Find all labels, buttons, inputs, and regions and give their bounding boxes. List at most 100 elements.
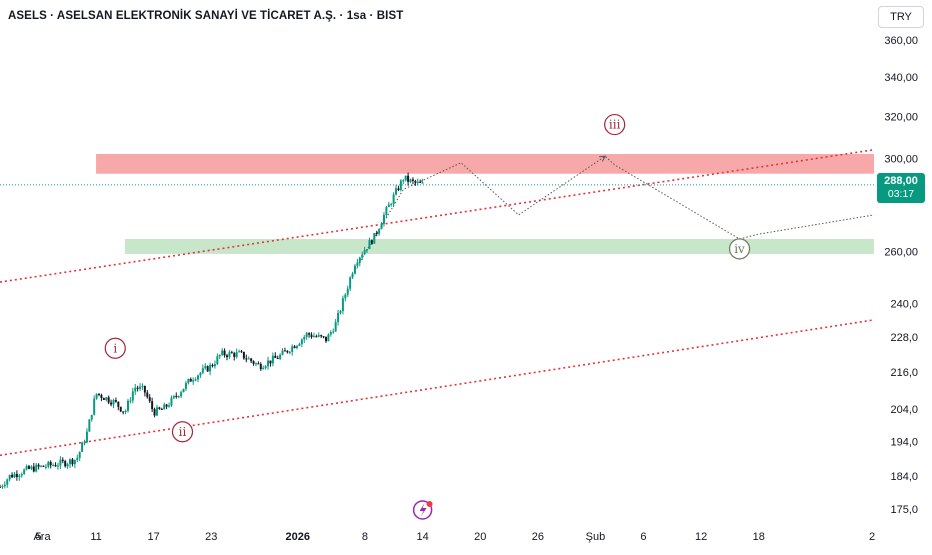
wave-label-iii: iii [609,118,621,132]
candle [421,178,424,184]
candle [216,353,219,366]
candle [6,478,9,488]
candle [49,460,52,469]
candle [334,318,337,332]
candle [85,428,88,444]
projection-arrowhead [599,155,606,162]
candle [25,464,28,471]
wave-label-circle-iii [604,113,626,136]
y-tick-label: 320,00 [884,111,918,123]
candle [378,228,381,236]
candle [373,232,376,244]
candle [64,459,67,468]
candle [165,403,168,410]
x-tick-label: 20 [474,531,486,543]
candle [242,351,245,360]
candle [110,399,113,407]
candle [390,202,393,207]
candle [151,397,154,412]
y-tick-label: 260,00 [884,246,918,258]
candle [209,362,212,376]
candle [180,390,183,399]
candle [322,335,325,339]
candle [27,464,30,470]
candle [23,468,26,475]
candle [254,362,257,367]
x-tick-label: 14 [416,531,428,543]
x-tick-label: 11 [90,531,101,543]
y-tick-label: 240,0 [890,298,918,310]
bar-countdown: 03:17 [887,188,915,200]
channel-line-upper [0,148,875,283]
candle [411,177,414,185]
currency-selector[interactable]: TRY [878,6,924,28]
candle [177,395,180,399]
candle [351,271,354,279]
candle [259,362,262,371]
candle [93,395,96,416]
candle [366,248,369,254]
candle [312,332,315,338]
candle [40,465,43,468]
wave-label-ii: ii [179,425,187,439]
candle [407,172,410,186]
candle [175,392,178,399]
candle [197,374,200,383]
wave-label-circle-ii [171,421,194,443]
candle [192,377,195,385]
candle [47,460,50,469]
candle [163,402,166,410]
candle [155,404,158,417]
candle [274,352,277,359]
candle [134,383,137,395]
lightning-icon [419,503,427,517]
candle [341,295,344,315]
candle [69,458,72,469]
candle [37,463,40,470]
candle [385,205,388,219]
candle [20,472,23,478]
wave-label-iv: iv [734,242,745,256]
candle [124,409,127,415]
candle [15,470,18,481]
wave-label-circle-iv [728,238,751,260]
candle [283,347,286,352]
candle [146,390,149,399]
candle [199,371,202,378]
candle [262,365,265,370]
candle [233,351,236,361]
candle [117,401,120,411]
candle [416,178,419,186]
y-tick-label: 175,0 [890,504,918,516]
candle [404,175,407,182]
x-tick-label: 5 [35,531,41,543]
candle [353,263,356,275]
candle [349,276,352,292]
candle [184,381,187,391]
candle [286,350,289,354]
candle [300,338,303,348]
candle [102,397,105,400]
candle [131,387,134,404]
candle [375,230,378,237]
x-tick-label: Şub [586,531,606,543]
candle [346,285,349,297]
candle [44,464,47,470]
candle [363,246,366,255]
candle [329,330,332,337]
y-tick-label: 216,0 [890,367,918,379]
candle [114,397,117,403]
candle [126,398,129,413]
x-tick-label: 12 [695,531,707,543]
candle [361,251,364,261]
x-tick-label: 18 [753,531,765,543]
candle [298,342,301,347]
candle [344,293,347,302]
candle [119,406,122,413]
x-tick-label: 2026 [285,531,309,543]
candle [206,365,209,372]
candle [1,484,4,489]
y-tick-label: 204,0 [890,404,918,416]
